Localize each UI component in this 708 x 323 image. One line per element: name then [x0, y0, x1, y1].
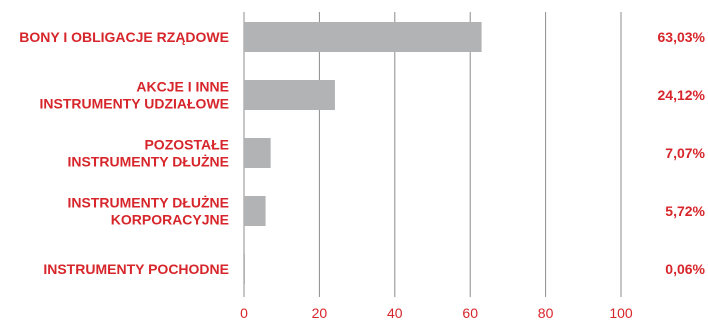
- bar: [244, 138, 271, 168]
- value-label: 24,12%: [658, 87, 706, 103]
- value-label: 63,03%: [658, 29, 706, 45]
- value-label: 0,06%: [665, 261, 705, 277]
- value-label: 7,07%: [665, 145, 705, 161]
- category-label: AKCJE I INNE: [136, 79, 229, 95]
- category-label: INSTRUMENTY UDZIAŁOWE: [39, 96, 229, 112]
- x-tick-label: 40: [387, 305, 403, 321]
- category-label: BONY I OBLIGACJE RZĄDOWE: [19, 29, 229, 45]
- bar: [244, 22, 482, 52]
- bar: [244, 254, 245, 284]
- bars: [244, 22, 482, 284]
- category-label: INSTRUMENTY DŁUŻNE: [67, 154, 229, 170]
- x-tick-label: 60: [462, 305, 478, 321]
- category-label: INSTRUMENTY DŁUŻNE: [67, 195, 229, 211]
- x-axis-tick-labels: 0 20 40 60 80 100: [240, 305, 633, 321]
- category-label: KORPORACYJNE: [111, 212, 229, 228]
- value-labels: 63,03% 24,12% 7,07% 5,72% 0,06%: [658, 29, 706, 277]
- value-label: 5,72%: [665, 203, 705, 219]
- gridlines: [243, 12, 622, 297]
- bar: [244, 80, 335, 110]
- x-tick-label: 0: [240, 305, 248, 321]
- x-tick-label: 100: [609, 305, 633, 321]
- category-label: POZOSTAŁE: [144, 137, 229, 153]
- bar: [244, 196, 266, 226]
- x-tick-label: 20: [312, 305, 328, 321]
- category-label: INSTRUMENTY POCHODNE: [43, 261, 229, 277]
- x-tick-label: 80: [538, 305, 554, 321]
